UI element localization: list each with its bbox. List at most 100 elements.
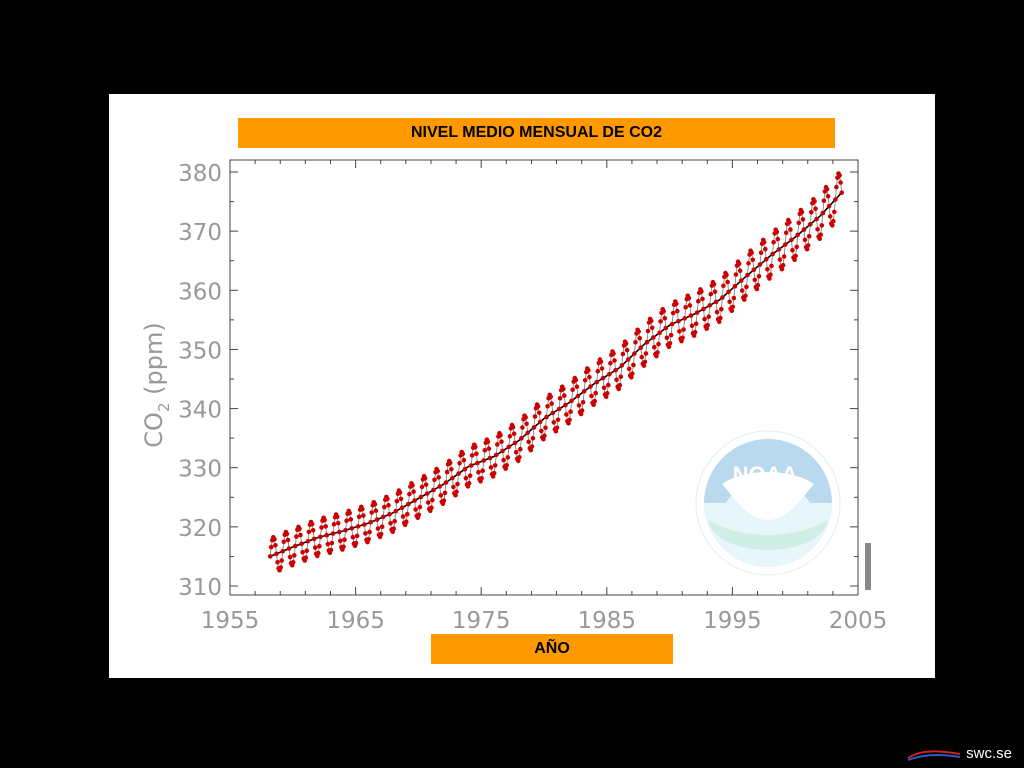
monthly-data-point <box>782 242 788 247</box>
monthly-data-point <box>287 554 293 560</box>
monthly-data-point <box>530 436 536 441</box>
monthly-data-point <box>809 209 814 215</box>
monthly-data-point <box>580 400 586 405</box>
monthly-data-point <box>800 217 806 222</box>
brand: swc.se <box>906 745 1012 762</box>
monthly-data-point <box>713 299 719 305</box>
monthly-data-point <box>532 414 538 419</box>
monthly-data-point <box>591 402 596 408</box>
monthly-data-point <box>779 266 785 272</box>
monthly-data-point <box>824 186 830 192</box>
monthly-data-point <box>714 309 720 315</box>
chart-title: NIVEL MEDIO MENSUAL DE CO2 <box>238 118 835 148</box>
monthly-data-point <box>407 491 412 497</box>
monthly-data-point <box>280 548 286 554</box>
monthly-data-point <box>732 284 738 289</box>
monthly-data-point <box>586 368 591 373</box>
monthly-data-point <box>398 496 404 502</box>
monthly-data-point <box>643 351 649 356</box>
monthly-data-point <box>411 489 416 495</box>
monthly-data-point <box>557 396 563 401</box>
monthly-data-point <box>587 374 592 380</box>
monthly-data-point <box>312 545 318 550</box>
monthly-data-point <box>499 439 504 445</box>
monthly-data-point <box>611 351 616 356</box>
monthly-data-point <box>410 483 415 488</box>
monthly-data-point <box>543 425 548 431</box>
monthly-data-point <box>818 232 823 237</box>
monthly-data-point <box>425 500 431 505</box>
monthly-data-point <box>771 240 776 245</box>
monthly-data-point <box>507 434 513 439</box>
monthly-data-point <box>757 262 763 267</box>
monthly-data-point <box>334 514 340 519</box>
monthly-data-point <box>607 371 612 377</box>
monthly-data-point <box>761 239 767 245</box>
monthly-data-point <box>613 367 618 373</box>
monthly-data-point <box>617 383 623 388</box>
monthly-data-point <box>620 351 626 357</box>
monthly-data-point <box>450 475 455 481</box>
monthly-data-point <box>476 470 481 475</box>
monthly-data-point <box>273 543 278 548</box>
monthly-data-point <box>436 475 442 480</box>
monthly-data-point <box>441 498 447 503</box>
monthly-data-point <box>805 243 811 248</box>
monthly-data-point <box>802 237 808 243</box>
monthly-data-point <box>397 490 403 495</box>
monthly-data-point <box>510 424 516 430</box>
monthly-data-point <box>413 507 419 512</box>
monthly-data-point <box>529 444 535 449</box>
monthly-data-point <box>316 550 321 556</box>
monthly-data-point <box>662 316 668 321</box>
monthly-data-point <box>616 386 621 392</box>
monthly-data-point <box>468 463 474 468</box>
monthly-data-point <box>286 546 292 551</box>
monthly-data-point <box>588 384 593 389</box>
monthly-data-point <box>379 524 385 529</box>
monthly-data-point <box>694 310 700 315</box>
monthly-data-point <box>268 544 274 550</box>
monthly-data-point <box>317 543 322 549</box>
monthly-data-point <box>675 308 680 314</box>
monthly-data-point <box>531 425 537 430</box>
monthly-data-point <box>520 425 525 430</box>
monthly-data-point <box>676 318 681 324</box>
monthly-data-point <box>367 529 372 535</box>
monthly-data-point <box>632 351 637 356</box>
monthly-data-point <box>768 272 773 278</box>
monthly-data-point <box>677 329 682 334</box>
slide-panel <box>109 94 935 678</box>
monthly-data-point <box>456 471 461 476</box>
monthly-data-point <box>667 341 673 346</box>
monthly-data-point <box>775 236 781 242</box>
monthly-data-point <box>525 430 530 436</box>
monthly-data-point <box>338 538 343 544</box>
monthly-data-point <box>750 257 755 263</box>
monthly-data-point <box>536 410 542 416</box>
monthly-data-point <box>645 328 651 334</box>
monthly-data-point <box>832 209 837 215</box>
monthly-data-point <box>718 315 723 321</box>
monthly-data-point <box>619 363 625 368</box>
monthly-data-point <box>474 451 479 457</box>
monthly-data-point <box>663 325 669 331</box>
monthly-data-point <box>742 297 747 302</box>
monthly-data-point <box>418 494 424 500</box>
monthly-data-point <box>311 536 317 542</box>
monthly-data-point <box>700 296 705 302</box>
monthly-data-point <box>701 306 706 312</box>
monthly-data-point <box>821 198 827 203</box>
monthly-data-point <box>495 442 500 447</box>
plot-frame <box>229 159 859 596</box>
point-layer <box>267 171 844 573</box>
monthly-data-point <box>752 277 758 283</box>
monthly-data-point <box>506 444 512 450</box>
monthly-data-point <box>827 214 833 219</box>
monthly-data-point <box>633 339 638 345</box>
monthly-data-point <box>310 528 316 533</box>
monthly-data-point <box>281 539 287 545</box>
monthly-data-point <box>658 319 663 324</box>
monthly-data-point <box>325 541 331 547</box>
monthly-data-point <box>360 506 365 512</box>
